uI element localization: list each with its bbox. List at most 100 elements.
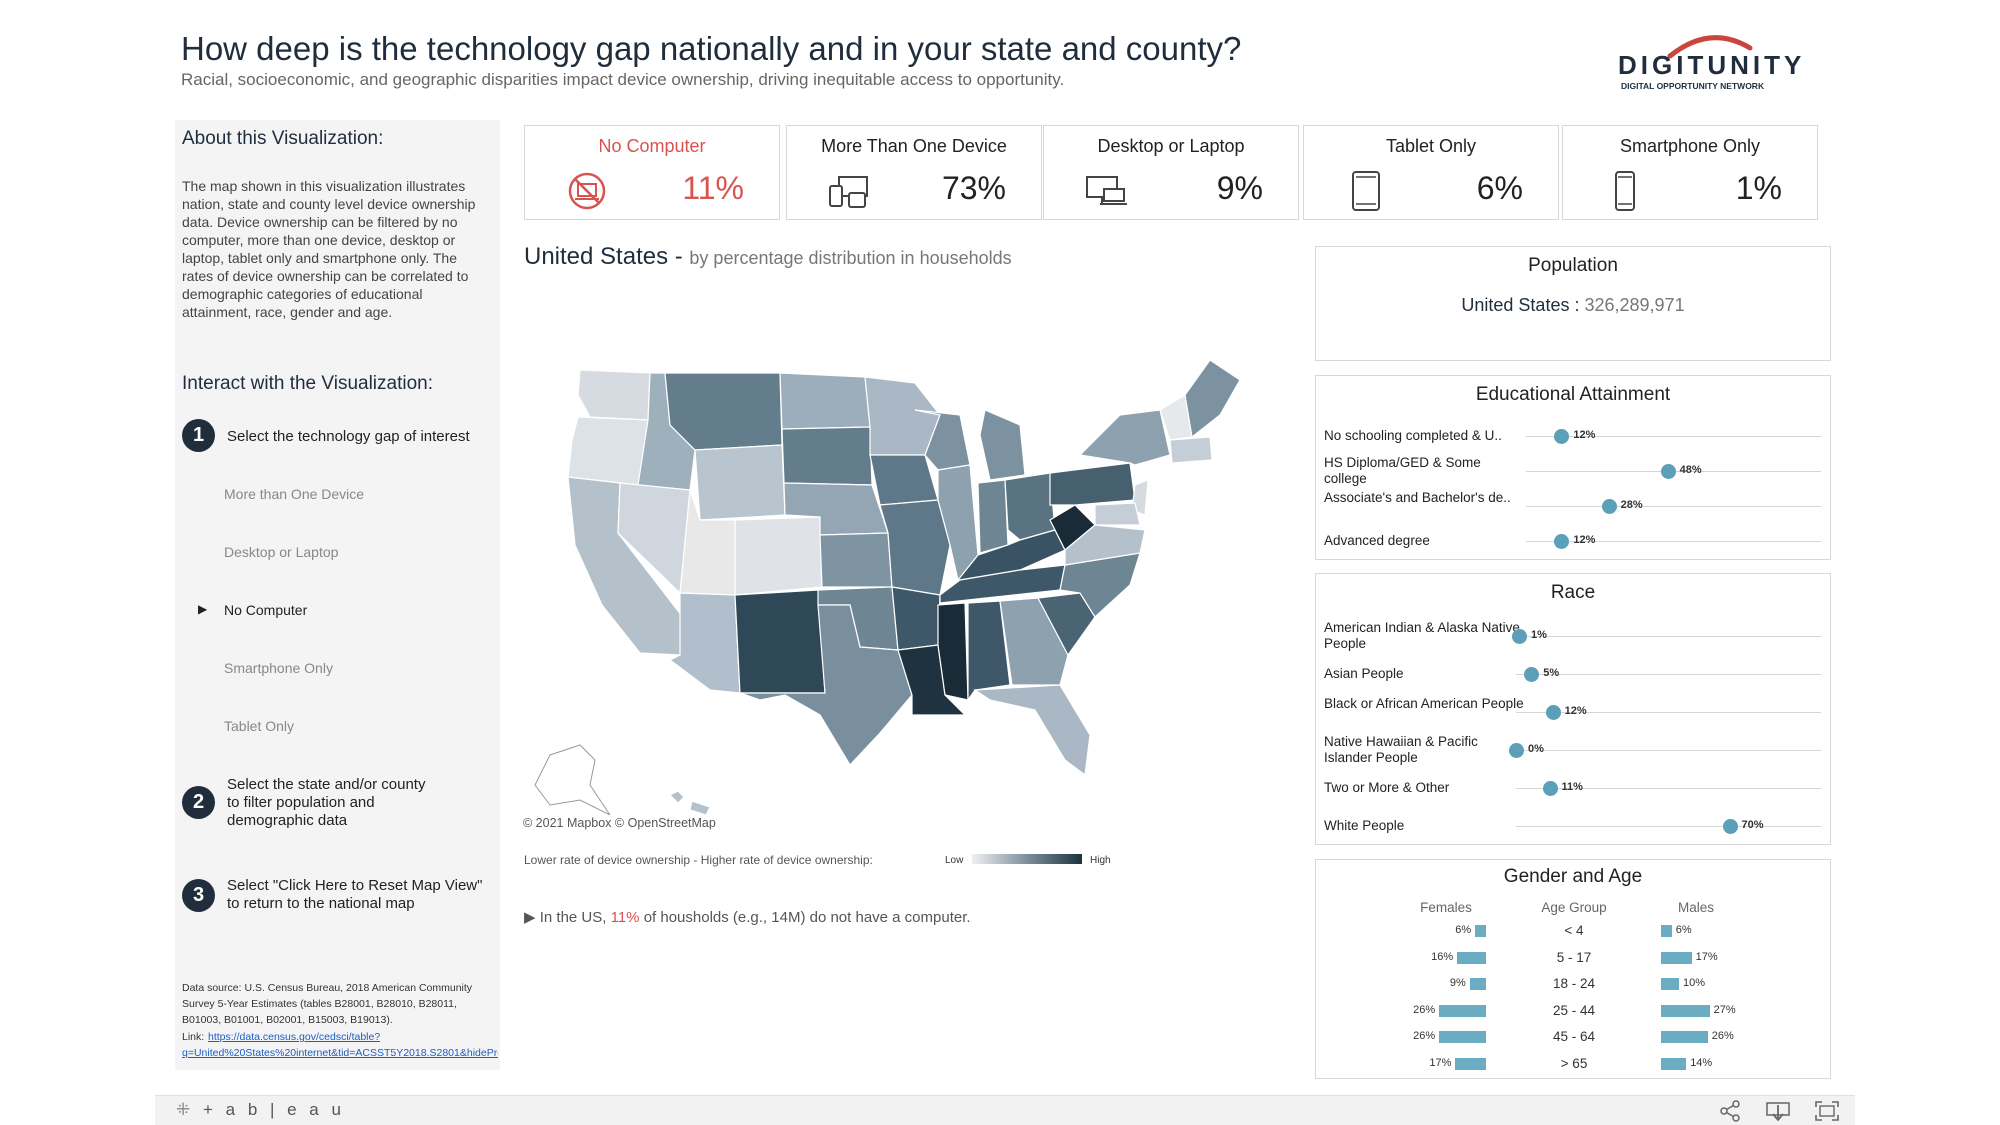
male-bar[interactable] bbox=[1661, 1004, 1710, 1017]
state-wyoming bbox=[694, 444, 786, 521]
male-bar[interactable] bbox=[1661, 978, 1679, 991]
race-title: Race bbox=[1550, 582, 1596, 603]
female-bar[interactable] bbox=[1475, 925, 1486, 937]
male-value: 17% bbox=[1695, 950, 1718, 963]
multi-device-icon bbox=[829, 176, 868, 208]
row-dot[interactable] bbox=[1554, 534, 1570, 549]
row-track bbox=[1516, 712, 1821, 713]
state-new-mexico bbox=[734, 589, 826, 694]
row-value: 11% bbox=[1561, 781, 1583, 793]
page-title: How deep is the technology gap nationall… bbox=[181, 30, 1242, 67]
population-label: United States : bbox=[1461, 295, 1580, 315]
age-group-label: < 4 bbox=[1564, 923, 1584, 938]
row-label: Asian People bbox=[1324, 666, 1404, 681]
tableau-logo[interactable]: ⁜ + a b | e a u bbox=[176, 1100, 345, 1120]
row-value: 5% bbox=[1543, 667, 1560, 679]
no-computer-icon bbox=[568, 172, 606, 210]
row-dot[interactable] bbox=[1524, 667, 1540, 682]
state-virginia bbox=[1064, 524, 1146, 566]
data-source-link[interactable]: https://data.census.gov/cedsci/table? bbox=[208, 1031, 381, 1043]
us-choropleth-map[interactable] bbox=[520, 355, 1290, 815]
row-dot[interactable] bbox=[1542, 781, 1558, 796]
male-value: 14% bbox=[1690, 1057, 1713, 1069]
age-group-label: 25 - 44 bbox=[1552, 1002, 1596, 1018]
filter-smartphone-only[interactable]: Smartphone Only bbox=[224, 660, 333, 676]
row-value: 70% bbox=[1741, 819, 1764, 831]
race-panel: Race American Indian & Alaska Native Peo… bbox=[1315, 573, 1831, 845]
interact-heading: Interact with the Visualization: bbox=[182, 373, 434, 394]
selected-filter-marker: ▶ bbox=[198, 602, 208, 616]
gender-age-title: Gender and Age bbox=[1503, 866, 1643, 887]
step-2-circle: 2 bbox=[182, 786, 215, 819]
filter-more-than-one-device[interactable]: More than One Device bbox=[224, 486, 365, 502]
legend-low-label: Low bbox=[945, 855, 964, 866]
kpi-desktop-or-laptop[interactable]: Desktop or Laptop 9% bbox=[1043, 125, 1299, 220]
fullscreen-icon[interactable] bbox=[1814, 1100, 1840, 1122]
female-bar[interactable] bbox=[1455, 1058, 1486, 1070]
female-bar[interactable] bbox=[1469, 978, 1486, 991]
age-group-label: 5 - 17 bbox=[1556, 949, 1592, 965]
kpi-tablet-only[interactable]: Tablet Only 6% bbox=[1303, 125, 1559, 220]
row-value: 48% bbox=[1679, 464, 1702, 476]
row-track bbox=[1526, 506, 1821, 507]
kpi-label: Tablet Only bbox=[1385, 136, 1477, 156]
male-bar[interactable] bbox=[1661, 951, 1692, 964]
state-arkansas bbox=[891, 586, 941, 651]
row-dot[interactable] bbox=[1601, 499, 1617, 514]
male-bar[interactable] bbox=[1661, 1058, 1687, 1070]
filter-tablet-only[interactable]: Tablet Only bbox=[224, 718, 295, 734]
kpi-value: 6% bbox=[1476, 170, 1523, 206]
map-title: United States - by percentage distributi… bbox=[524, 243, 1012, 271]
kpi-no-computer[interactable]: No Computer 11% bbox=[524, 125, 780, 220]
smartphone-icon bbox=[1615, 171, 1635, 211]
row-track bbox=[1526, 541, 1821, 542]
state-washington bbox=[577, 369, 651, 421]
males-header: Males bbox=[1677, 900, 1714, 915]
kpi-label: More Than One Device bbox=[821, 136, 1007, 156]
filter-desktop-or-laptop[interactable]: Desktop or Laptop bbox=[224, 544, 339, 560]
map-credit: © 2021 Mapbox © OpenStreetMap bbox=[523, 816, 716, 830]
logo-text: DIGITUNITY bbox=[1618, 50, 1805, 80]
row-track bbox=[1516, 636, 1821, 637]
map-note[interactable]: ▶ In the US, 11% of housholds (e.g., 14M… bbox=[524, 908, 971, 926]
male-bar[interactable] bbox=[1661, 1031, 1708, 1044]
row-dot[interactable] bbox=[1509, 743, 1524, 758]
state-mississippi bbox=[937, 602, 969, 701]
male-bar[interactable] bbox=[1661, 925, 1672, 937]
map-note-prefix: In the US, bbox=[539, 909, 607, 926]
female-bar[interactable] bbox=[1457, 951, 1486, 964]
download-icon[interactable] bbox=[1765, 1099, 1791, 1123]
kpi-label: Smartphone Only bbox=[1619, 136, 1761, 156]
tableau-logo-mark: ⁜ bbox=[176, 1100, 195, 1119]
share-icon[interactable] bbox=[1718, 1100, 1742, 1122]
kpi-smartphone-only[interactable]: Smartphone Only 1% bbox=[1562, 125, 1818, 220]
row-dot[interactable] bbox=[1554, 429, 1570, 444]
row-value: 12% bbox=[1564, 705, 1587, 717]
row-label: No schooling completed & U.. bbox=[1324, 428, 1502, 443]
tablet-icon bbox=[1352, 171, 1380, 211]
female-value: 17% bbox=[1429, 1057, 1452, 1069]
row-dot[interactable] bbox=[1660, 464, 1676, 479]
education-panel: Educational Attainment No schooling comp… bbox=[1315, 375, 1831, 560]
kpi-more-than-one-device[interactable]: More Than One Device 73% bbox=[786, 125, 1042, 220]
state-maine bbox=[1184, 359, 1241, 439]
state-kansas bbox=[819, 532, 893, 588]
female-bar[interactable] bbox=[1439, 1031, 1486, 1044]
kpi-value: 1% bbox=[1735, 170, 1782, 206]
row-label: HS Diploma/GED & Some college bbox=[1324, 455, 1481, 486]
female-bar[interactable] bbox=[1439, 1004, 1486, 1017]
state-maryland bbox=[1094, 502, 1141, 526]
row-label: Black or African American People bbox=[1324, 696, 1524, 711]
state-hawaii bbox=[668, 790, 711, 815]
about-panel bbox=[175, 120, 500, 1070]
state-new-england-south bbox=[1169, 436, 1213, 464]
state-iowa bbox=[869, 454, 939, 506]
data-source-link-cont[interactable]: q=United%20States%20internet&tid=ACSST5Y… bbox=[182, 1047, 498, 1059]
row-dot[interactable] bbox=[1512, 629, 1528, 644]
female-value: 26% bbox=[1413, 1030, 1436, 1043]
row-dot[interactable] bbox=[1722, 819, 1738, 834]
row-dot[interactable] bbox=[1545, 705, 1561, 720]
filter-no-computer[interactable]: No Computer bbox=[224, 602, 308, 618]
row-track bbox=[1516, 750, 1821, 751]
step-1-text: Select the technology gap of interest bbox=[227, 428, 470, 445]
